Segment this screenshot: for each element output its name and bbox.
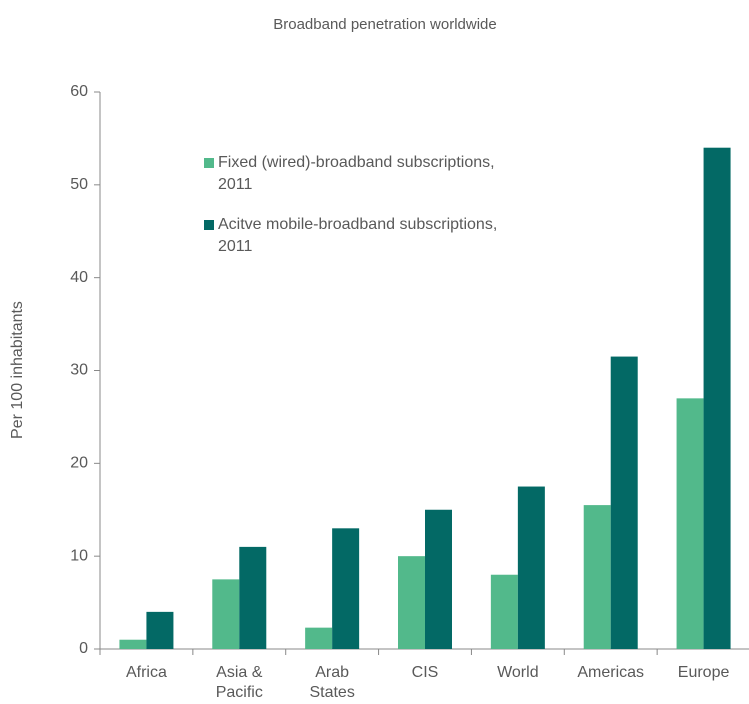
bar	[490, 574, 518, 649]
bar	[703, 147, 731, 649]
x-tick-label: CIS	[412, 664, 439, 681]
x-tick-label: Arab States	[309, 664, 354, 701]
x-tick-label: Africa	[126, 664, 167, 681]
bar	[146, 611, 174, 649]
x-tick-label: Americas	[577, 664, 644, 681]
bar	[398, 556, 425, 649]
x-tick-label: Asia & Pacific	[216, 664, 263, 701]
bar	[583, 505, 611, 649]
bar	[425, 509, 452, 649]
y-tick-label: 50	[70, 176, 88, 193]
bar	[517, 486, 545, 649]
bar	[610, 356, 638, 649]
legend-label: Acitve mobile-broadband subscriptions, 20…	[218, 216, 497, 255]
bar	[239, 546, 267, 649]
bar	[676, 398, 704, 649]
y-tick-label: 10	[70, 547, 88, 564]
y-tick-label: 60	[70, 83, 88, 100]
bar	[212, 579, 240, 649]
bar	[305, 627, 333, 649]
legend-swatch	[204, 158, 214, 168]
legend-label: Fixed (wired)-broadband subscriptions, 20…	[218, 154, 495, 193]
x-tick-label: World	[497, 664, 539, 681]
y-tick-label: 20	[70, 455, 88, 472]
y-tick-label: 40	[70, 269, 88, 286]
legend-swatch	[204, 220, 214, 230]
y-tick-label: 30	[70, 362, 88, 379]
bar	[119, 639, 147, 649]
y-axis-label: Per 100 inhabitants	[9, 301, 26, 439]
chart-title: Broadband penetration worldwide	[273, 16, 496, 33]
x-tick-label: Europe	[678, 664, 730, 681]
y-tick-label: 0	[79, 640, 88, 657]
bar	[332, 528, 360, 649]
